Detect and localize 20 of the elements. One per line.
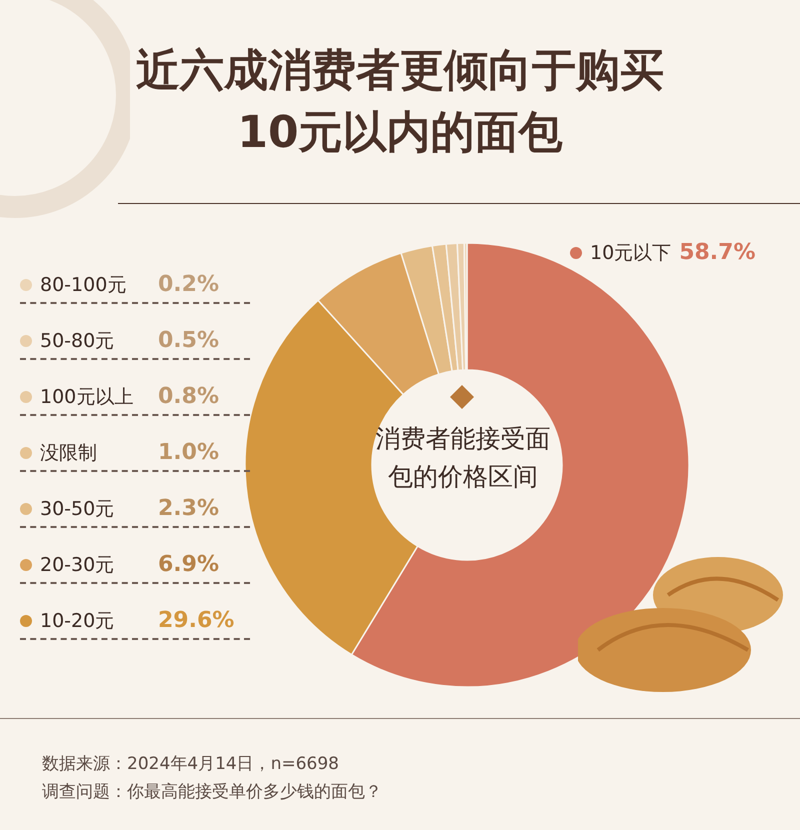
legend-label: 30-50元 [40, 497, 116, 522]
source-note: 数据来源：2024年4月14日，n=6698 [42, 753, 339, 775]
data-label: 0.2% [158, 272, 220, 297]
data-label: 1.0% [158, 440, 220, 465]
data-label: 29.6% [158, 608, 234, 633]
text: 消费者能接受面包的价格区间 [374, 423, 552, 493]
text: 调查问题：你最高能接受单价多少钱的面包？ [42, 781, 382, 803]
legend-label: 10-20元 [40, 609, 116, 634]
data-label: 0.8% [158, 384, 220, 409]
legend-label: 50-80元 [40, 329, 116, 354]
legend-label: 20-30元 [40, 553, 116, 578]
legend-label: 80-100元 [40, 273, 128, 298]
data-label: 2.3% [158, 496, 220, 521]
data-label: 58.7% [679, 240, 756, 265]
data-label: 6.9% [158, 552, 220, 577]
chart-title: 近六成消费者更倾向于购买10元以内的面包 [135, 44, 665, 160]
legend-label: 10元以下 [590, 241, 672, 266]
legend-label: 100元以上 [40, 385, 134, 410]
legend-label: 没限制 [40, 441, 98, 466]
data-label: 0.5% [158, 328, 220, 353]
